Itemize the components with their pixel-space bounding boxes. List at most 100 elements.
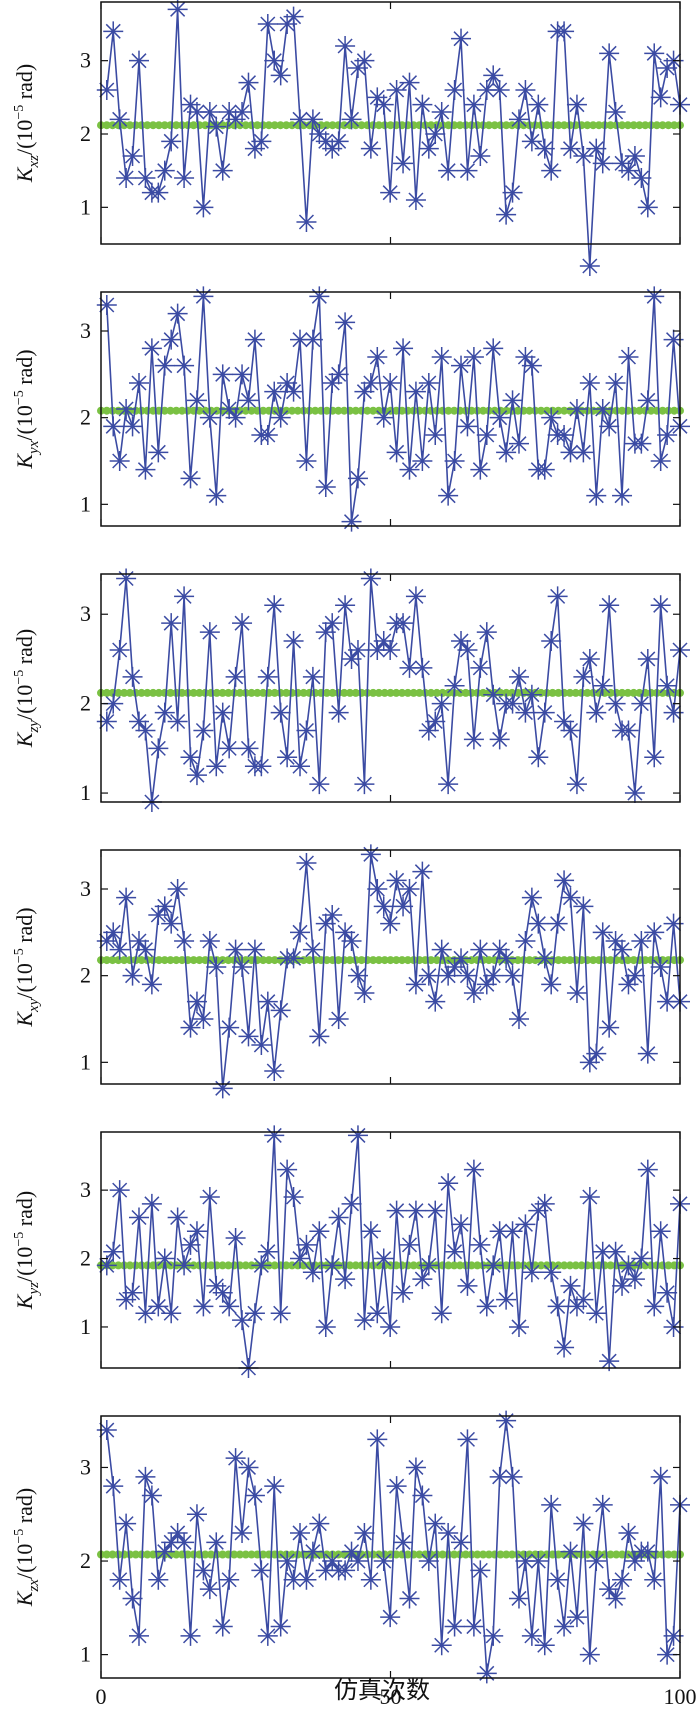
data-point	[161, 1303, 182, 1324]
mean-marker	[137, 956, 146, 965]
mean-marker	[455, 1261, 464, 1270]
data-point	[244, 1485, 265, 1506]
data-point	[206, 116, 227, 137]
data-point	[174, 355, 195, 376]
data-point	[212, 702, 233, 723]
mean-marker	[218, 1550, 227, 1559]
data-point	[309, 1221, 330, 1242]
data-point	[412, 1269, 433, 1290]
data-point	[528, 94, 549, 115]
data-point	[167, 711, 188, 732]
data-point	[528, 1551, 549, 1572]
data-point	[122, 146, 143, 166]
data-point	[257, 1241, 278, 1262]
data-point	[431, 939, 452, 960]
data-point	[199, 622, 220, 643]
data-point	[328, 131, 349, 152]
mean-marker	[369, 406, 378, 415]
data-point	[599, 1351, 620, 1372]
mean-marker	[131, 1550, 140, 1559]
data-point	[148, 1296, 169, 1317]
data-point	[496, 204, 517, 225]
data-point	[489, 939, 510, 960]
mean-marker	[172, 406, 181, 415]
data-point	[116, 1513, 137, 1534]
data-point	[502, 390, 523, 411]
data-point	[103, 1476, 124, 1497]
data-point	[219, 1296, 240, 1317]
y-tick-label: 3	[80, 876, 91, 901]
data-point	[496, 1289, 517, 1310]
data-point	[663, 702, 684, 723]
mean-marker	[143, 1550, 152, 1559]
data-point	[219, 1017, 240, 1038]
mean-marker	[461, 1550, 470, 1559]
mean-marker	[618, 688, 627, 697]
mean-marker	[259, 1550, 268, 1559]
data-point	[109, 1569, 130, 1590]
data-point	[354, 774, 375, 795]
data-point	[232, 364, 253, 385]
data-point	[302, 666, 323, 687]
data-point	[637, 1541, 658, 1562]
mean-marker	[461, 688, 470, 697]
data-point	[96, 295, 117, 315]
y-tick-label: 2	[80, 1548, 91, 1573]
data-point	[579, 648, 600, 669]
data-point	[502, 965, 523, 986]
data-point	[154, 355, 175, 376]
data-point	[122, 1588, 143, 1609]
data-point	[650, 87, 671, 108]
data-point	[380, 373, 401, 393]
data-point	[438, 485, 459, 506]
mean-marker	[473, 121, 482, 130]
mean-marker	[583, 688, 592, 697]
mean-marker	[270, 1261, 279, 1270]
data-point	[341, 511, 362, 532]
mean-marker	[571, 956, 580, 965]
y-tick-label: 3	[80, 48, 91, 73]
data-point	[360, 844, 381, 865]
mean-marker	[409, 688, 418, 697]
data-point	[290, 756, 311, 777]
data-point	[618, 347, 639, 367]
data-point	[174, 1532, 195, 1553]
data-point	[412, 94, 433, 115]
mean-marker	[259, 406, 268, 415]
mean-marker	[149, 688, 158, 697]
data-point	[341, 1193, 362, 1214]
panels: 1 2 3 Kxz/(10−5 rad) 1 2 3 Kyx/(10−5 rad) 1 2 3 Kzy…	[12, 0, 697, 1709]
mean-marker	[102, 956, 111, 965]
data-point	[515, 702, 536, 723]
mean-marker	[125, 1261, 134, 1270]
y-axis-label: Kyz/(10−5 rad)	[12, 1191, 42, 1310]
data-point	[644, 286, 665, 307]
data-point	[444, 675, 465, 696]
data-point	[644, 1569, 665, 1590]
data-point	[322, 905, 343, 925]
data-point	[425, 1200, 446, 1221]
data-point	[547, 586, 568, 607]
mean-marker	[102, 1550, 111, 1559]
mean-marker	[455, 121, 464, 130]
data-point	[116, 399, 137, 419]
data-point	[644, 922, 665, 943]
data-point	[277, 373, 298, 393]
data-point	[521, 355, 542, 376]
data-point	[657, 425, 678, 445]
data-point	[335, 1560, 356, 1581]
mean-marker	[647, 406, 656, 415]
data-point	[650, 957, 671, 977]
mean-marker	[565, 688, 574, 697]
mean-marker	[154, 688, 163, 697]
mean-marker	[577, 1261, 586, 1270]
data-point	[592, 1494, 613, 1515]
data-point	[418, 965, 439, 986]
mean-marker	[282, 121, 291, 130]
data-point	[444, 451, 465, 471]
data-point	[573, 1289, 594, 1310]
data-point	[612, 939, 633, 960]
mean-marker	[189, 688, 198, 697]
mean-marker	[380, 688, 389, 697]
data-point	[528, 913, 549, 934]
